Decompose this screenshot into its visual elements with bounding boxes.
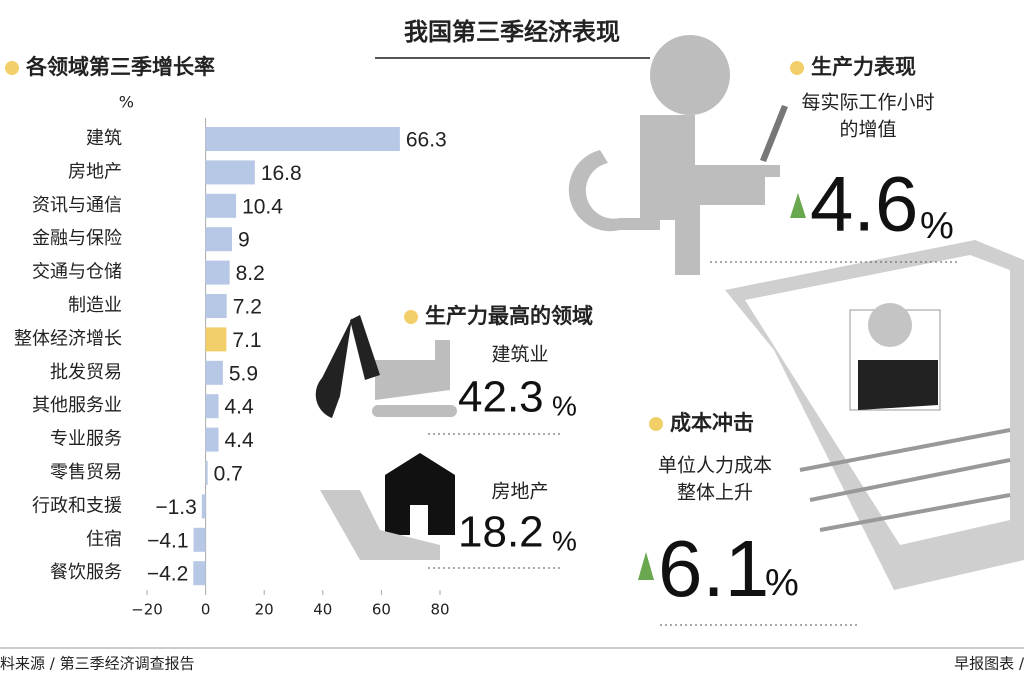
- illustrations: [5, 35, 1024, 590]
- bar: [205, 294, 227, 318]
- category-label: 交通与仓储: [32, 262, 122, 283]
- category-label: 其他服务业: [32, 395, 122, 416]
- category-label: 零售贸易: [50, 462, 122, 483]
- x-tick-label: 60: [372, 601, 391, 619]
- value-label: −1.3: [155, 496, 196, 519]
- sector-name: 建筑业: [491, 344, 548, 366]
- big-value: 6.1: [658, 524, 769, 613]
- value-label: 5.9: [229, 362, 258, 385]
- sector-name: 房地产: [491, 481, 548, 503]
- category-label: 金融与保险: [32, 228, 122, 249]
- value-label: 7.1: [232, 329, 261, 352]
- value-label: 10.4: [242, 195, 283, 218]
- category-label: 批发贸易: [50, 362, 122, 383]
- value-label: 9: [238, 229, 250, 252]
- unit: %: [119, 93, 134, 112]
- credit: 早报图表 /: [954, 655, 1024, 673]
- section-heading: 成本冲击: [670, 411, 754, 435]
- category-label: 行政和支援: [32, 495, 122, 516]
- bar: [205, 260, 230, 285]
- sector-unit: %: [552, 390, 577, 421]
- bar: [205, 160, 255, 185]
- value-label: −4.1: [147, 529, 188, 552]
- value-label: 66.3: [406, 129, 447, 152]
- category-label: 餐饮服务: [50, 562, 122, 583]
- bar: [205, 327, 227, 352]
- bar: [205, 127, 400, 151]
- bar: [193, 527, 206, 552]
- section-heading: 生产力表现: [811, 55, 916, 79]
- bar: [205, 360, 223, 385]
- source: 料来源 / 第三季经济调查报告: [0, 655, 195, 673]
- category-label: 资讯与通信: [32, 195, 122, 216]
- section-desc: 整体上升: [677, 482, 753, 504]
- value-label: −4.2: [147, 563, 188, 586]
- big-unit: %: [765, 562, 799, 604]
- chart-title: 各领域第三季增长率: [25, 55, 215, 79]
- sector-value: 42.3: [458, 373, 544, 422]
- value-label: 8.2: [236, 262, 265, 285]
- big-unit: %: [920, 205, 954, 247]
- section-desc: 的增值: [839, 119, 896, 141]
- bar: [205, 461, 208, 485]
- value-label: 4.4: [224, 396, 254, 419]
- category-label: 专业服务: [50, 429, 122, 450]
- category-label: 制造业: [68, 295, 122, 316]
- value-label: 16.8: [261, 162, 302, 185]
- value-label: 7.2: [233, 296, 262, 319]
- category-label: 住宿: [86, 529, 122, 550]
- x-tick-label: 20: [255, 601, 274, 619]
- section-desc: 单位人力成本: [658, 455, 772, 477]
- bar: [201, 494, 206, 519]
- category-label: 整体经济增长: [14, 328, 122, 349]
- bar: [205, 227, 232, 252]
- bar: [205, 427, 219, 452]
- category-label: 房地产: [68, 161, 122, 182]
- bar: [193, 561, 206, 586]
- section-heading: 生产力最高的领域: [425, 304, 593, 328]
- bar: [205, 193, 237, 218]
- value-label: 4.4: [224, 429, 254, 452]
- bar: [205, 394, 219, 419]
- dividers: [0, 57, 1024, 649]
- sector-value: 18.2: [458, 508, 544, 557]
- x-tick-label: 0: [201, 601, 211, 619]
- x-tick-label: 40: [313, 601, 332, 619]
- x-tick-label: −20: [131, 601, 163, 619]
- sector-unit: %: [552, 525, 577, 556]
- title: 我国第三季经济表现: [404, 18, 620, 46]
- value-label: 0.7: [214, 463, 243, 486]
- category-label: 建筑: [86, 128, 122, 149]
- section-desc: 每实际工作小时: [801, 92, 934, 114]
- big-value: 4.6: [810, 160, 918, 248]
- x-tick-label: 80: [430, 601, 449, 619]
